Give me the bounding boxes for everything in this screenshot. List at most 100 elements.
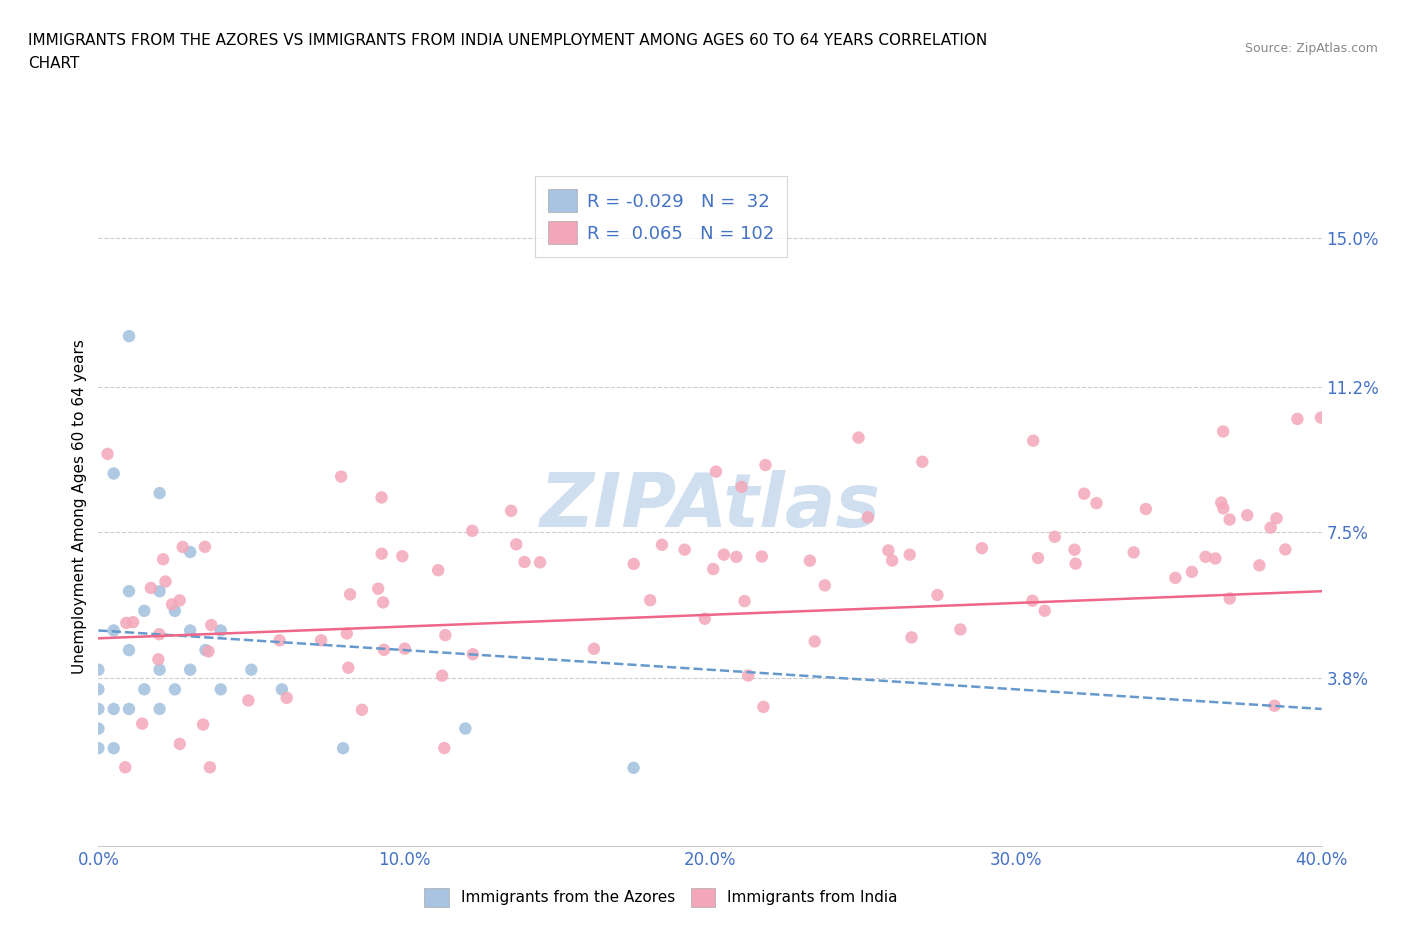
Point <box>269 633 291 648</box>
Point <box>730 480 752 495</box>
Point <box>115 616 138 631</box>
Point <box>367 581 389 596</box>
Point <box>752 699 775 714</box>
Point <box>149 584 172 599</box>
Point <box>134 604 156 618</box>
Point <box>673 542 696 557</box>
Point <box>848 431 870 445</box>
Point <box>103 466 125 481</box>
Point <box>149 701 172 716</box>
Point <box>1219 591 1241 606</box>
Point <box>882 553 904 568</box>
Point <box>1219 512 1241 527</box>
Text: ZIPAtlas: ZIPAtlas <box>540 471 880 543</box>
Point <box>191 717 214 732</box>
Point <box>87 721 110 736</box>
Point <box>114 760 136 775</box>
Point <box>454 721 477 736</box>
Point <box>1022 433 1045 448</box>
Point <box>1309 410 1331 425</box>
Point <box>198 760 221 775</box>
Point <box>430 669 453 684</box>
Point <box>179 662 201 677</box>
Point <box>461 524 484 538</box>
Point <box>103 701 125 716</box>
Point <box>1043 529 1066 544</box>
Point <box>623 556 645 571</box>
Point <box>163 604 186 618</box>
Point <box>152 551 174 566</box>
Point <box>1033 604 1056 618</box>
Point <box>814 578 837 592</box>
Point <box>693 611 716 626</box>
Point <box>337 660 360 675</box>
Point <box>139 580 162 595</box>
Point <box>751 549 773 564</box>
Point <box>179 545 201 560</box>
Point <box>803 634 825 649</box>
Point <box>370 490 392 505</box>
Point <box>529 555 551 570</box>
Point <box>179 623 201 638</box>
Point <box>713 547 735 562</box>
Point <box>927 588 949 603</box>
Y-axis label: Unemployment Among Ages 60 to 64 years: Unemployment Among Ages 60 to 64 years <box>72 339 87 674</box>
Point <box>911 454 934 469</box>
Point <box>725 550 748 565</box>
Point <box>371 595 394 610</box>
Point <box>433 740 456 755</box>
Point <box>1073 486 1095 501</box>
Point <box>96 446 118 461</box>
Point <box>172 539 194 554</box>
Legend: Immigrants from the Azores, Immigrants from India: Immigrants from the Azores, Immigrants f… <box>419 882 904 913</box>
Point <box>1211 495 1233 510</box>
Point <box>737 668 759 683</box>
Point <box>200 618 222 632</box>
Point <box>118 643 141 658</box>
Point <box>336 626 359 641</box>
Point <box>1249 558 1271 573</box>
Point <box>505 537 527 551</box>
Point <box>87 682 110 697</box>
Point <box>391 549 413 564</box>
Point <box>461 646 484 661</box>
Point <box>427 563 450 578</box>
Point <box>623 761 645 776</box>
Point <box>434 628 457 643</box>
Point <box>1274 542 1296 557</box>
Point <box>209 623 232 638</box>
Point <box>148 652 170 667</box>
Point <box>339 587 361 602</box>
Point <box>582 642 605 657</box>
Point <box>240 662 263 677</box>
Point <box>1286 411 1309 426</box>
Point <box>118 701 141 716</box>
Point <box>702 562 724 577</box>
Point <box>163 682 186 697</box>
Point <box>209 682 232 697</box>
Point <box>1026 551 1049 565</box>
Point <box>898 547 921 562</box>
Point <box>1194 550 1216 565</box>
Point <box>155 574 177 589</box>
Point <box>131 716 153 731</box>
Point <box>197 644 219 658</box>
Point <box>1263 698 1285 713</box>
Point <box>238 693 260 708</box>
Point <box>638 592 661 607</box>
Point <box>122 615 145 630</box>
Point <box>1265 511 1288 525</box>
Point <box>394 641 416 656</box>
Point <box>856 510 879 525</box>
Point <box>103 623 125 638</box>
Point <box>169 593 191 608</box>
Text: CHART: CHART <box>28 56 80 71</box>
Point <box>350 702 373 717</box>
Point <box>970 540 993 555</box>
Point <box>160 597 183 612</box>
Point <box>194 643 217 658</box>
Point <box>148 627 170 642</box>
Point <box>1212 501 1234 516</box>
Point <box>651 538 673 552</box>
Point <box>276 690 298 705</box>
